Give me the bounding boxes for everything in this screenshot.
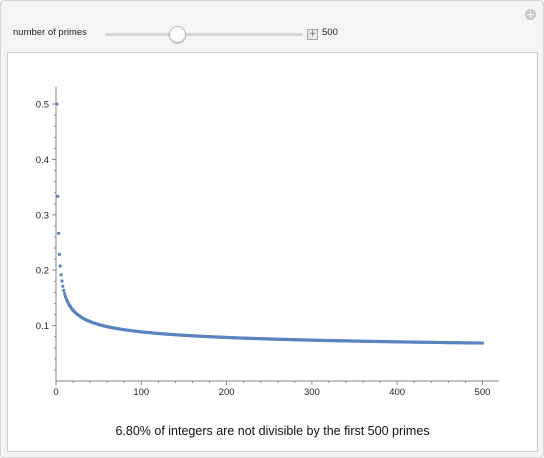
y-tick-label: 0.1 [36,321,49,332]
data-point [58,264,62,268]
x-tick-label: 500 [475,387,491,398]
data-point [60,279,64,283]
slider-thumb[interactable] [169,26,187,43]
plot-panel: 0 100 200 300 400 500 0.1 0.2 0.3 0.4 0.5 6.80% of… [7,52,538,452]
x-tick-label: 300 [304,387,320,398]
data-point [56,194,60,198]
x-tick-label: 0 [53,387,58,398]
result-caption: 6.80% of integers are not divisible by t… [115,424,430,438]
x-tick-label: 100 [133,387,149,398]
data-point [59,273,63,277]
data-point [57,252,62,257]
control-row: number of primes + 500 [13,25,513,43]
data-point [62,291,67,296]
scatter-chart: 0 100 200 300 400 500 0.1 0.2 0.3 0.4 0.5 [36,87,499,398]
data-point [61,284,65,288]
y-tick-label: 0.3 [36,210,49,221]
y-tick-label: 0.2 [36,266,49,277]
number-of-primes-label: number of primes [13,27,87,38]
data-point [480,341,485,345]
plus-icon[interactable]: + [525,8,536,21]
y-tick-label: 0.4 [36,155,49,166]
y-tick-label: 0.5 [36,100,49,111]
x-tick-label: 400 [389,387,405,398]
x-tick-label: 200 [219,387,235,398]
slider-value: 500 [322,27,338,38]
number-of-primes-slider[interactable] [105,26,303,43]
expand-plus-icon[interactable]: + [307,29,318,40]
data-point [55,102,59,106]
data-point [62,288,66,292]
data-point [56,231,61,235]
